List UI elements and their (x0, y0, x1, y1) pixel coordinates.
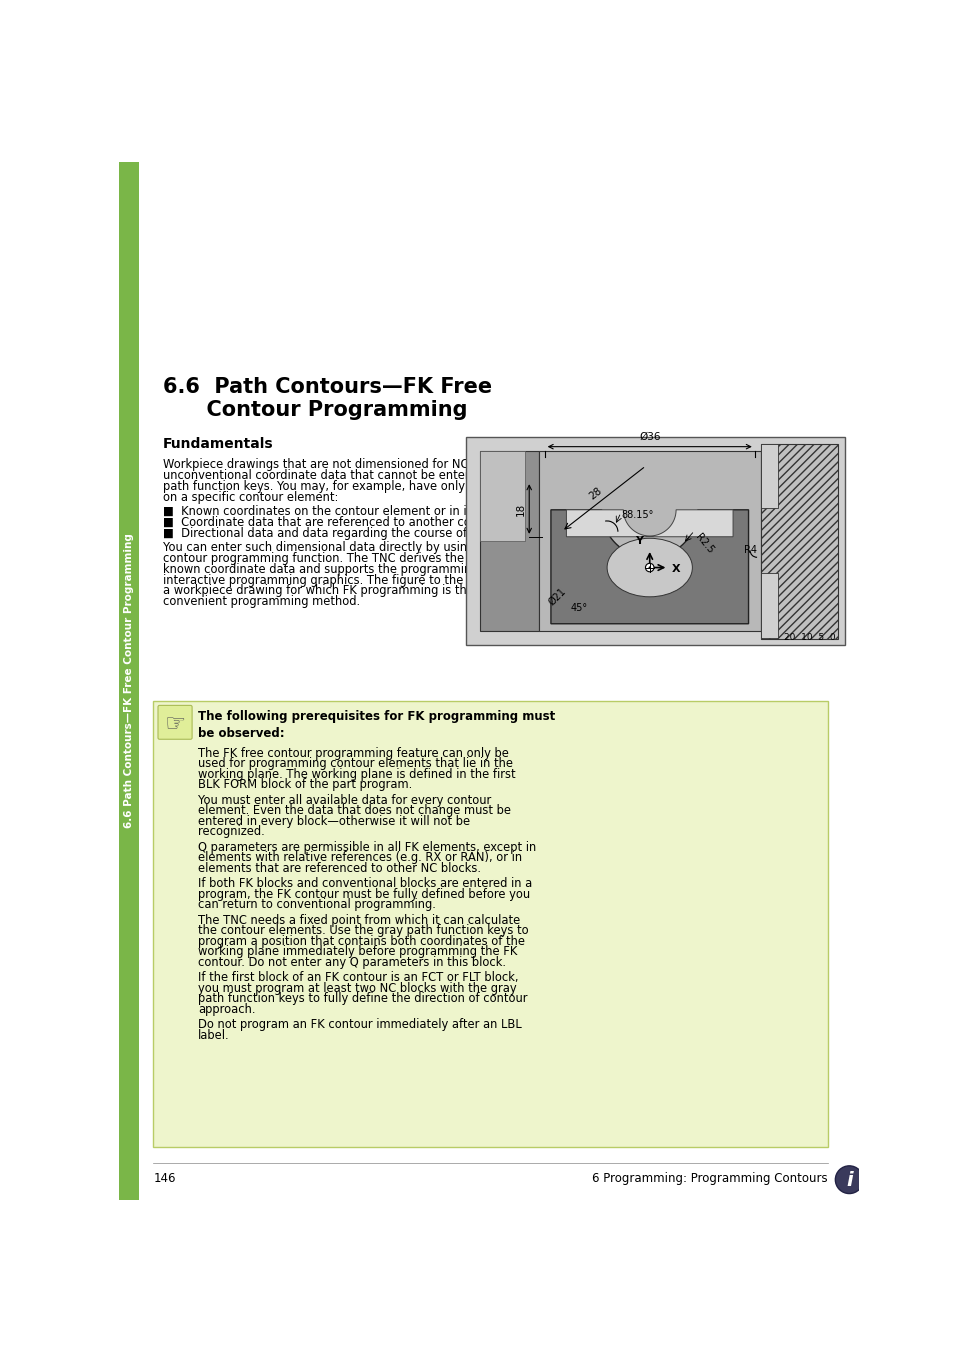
Text: can return to conventional programming.: can return to conventional programming. (198, 898, 436, 911)
Text: working plane immediately before programming the FK: working plane immediately before program… (198, 945, 517, 958)
Circle shape (645, 563, 654, 572)
Bar (760, 443, 838, 639)
Text: The FK free contour programming feature can only be: The FK free contour programming feature … (198, 747, 509, 760)
Text: i: i (845, 1171, 852, 1190)
Text: 88.15°: 88.15° (620, 510, 653, 520)
Text: unconventional coordinate data that cannot be entered with the gray: unconventional coordinate data that cann… (162, 469, 563, 483)
Text: Workpiece drawings that are not dimensioned for NC often contain: Workpiece drawings that are not dimensio… (162, 458, 548, 472)
Text: the contour elements. Use the gray path function keys to: the contour elements. Use the gray path … (198, 925, 528, 937)
Text: Do not program an FK contour immediately after an LBL: Do not program an FK contour immediately… (198, 1018, 521, 1031)
Text: R2.5: R2.5 (692, 532, 715, 555)
Polygon shape (550, 510, 748, 624)
Text: known coordinate data and supports the programming dialog with the: known coordinate data and supports the p… (162, 563, 567, 576)
Text: 18: 18 (516, 503, 525, 516)
FancyBboxPatch shape (158, 705, 192, 739)
Text: ■  Coordinate data that are referenced to another contour element: ■ Coordinate data that are referenced to… (162, 516, 552, 528)
Text: on a specific contour element:: on a specific contour element: (162, 491, 337, 504)
Bar (760, 573, 778, 638)
Bar (480, 452, 524, 542)
Text: Fundamentals: Fundamentals (162, 437, 273, 452)
Text: You must enter all available data for every contour: You must enter all available data for ev… (198, 794, 491, 807)
Text: program a position that contains both coordinates of the: program a position that contains both co… (198, 936, 525, 948)
Text: 20  10  5  0: 20 10 5 0 (783, 634, 835, 642)
Text: BLK FORM block of the part program.: BLK FORM block of the part program. (198, 778, 412, 791)
Text: X: X (671, 563, 679, 574)
Text: a workpiece drawing for which FK programming is the most: a workpiece drawing for which FK program… (162, 585, 505, 597)
Circle shape (648, 566, 650, 569)
Text: ☞: ☞ (164, 712, 186, 736)
Text: R4: R4 (742, 546, 756, 555)
Text: 6.6  Path Contours—FK Free: 6.6 Path Contours—FK Free (162, 377, 491, 398)
Text: You can enter such dimensional data directly by using the FK free: You can enter such dimensional data dire… (162, 542, 540, 554)
Text: elements that are referenced to other NC blocks.: elements that are referenced to other NC… (198, 861, 481, 875)
Bar (153, 701, 827, 1147)
Text: used for programming contour elements that lie in the: used for programming contour elements th… (198, 758, 513, 770)
Text: If both FK blocks and conventional blocks are entered in a: If both FK blocks and conventional block… (198, 878, 532, 891)
Text: element. Even the data that does not change must be: element. Even the data that does not cha… (198, 805, 511, 817)
Circle shape (835, 1166, 862, 1193)
Bar (480, 452, 537, 631)
Text: ■  Known coordinates on the contour element or in its proximity: ■ Known coordinates on the contour eleme… (162, 506, 534, 518)
Text: interactive programming graphics. The figure to the upper right shows: interactive programming graphics. The fi… (162, 574, 570, 586)
Text: 6 Programming: Programming Contours: 6 Programming: Programming Contours (592, 1171, 827, 1185)
Text: program, the FK contour must be fully defined before you: program, the FK contour must be fully de… (198, 888, 530, 900)
Text: The following prerequisites for FK programming must
be observed:: The following prerequisites for FK progr… (198, 710, 555, 740)
Bar (760, 443, 778, 508)
Text: 146: 146 (153, 1171, 175, 1185)
Text: Q parameters are permissible in all FK elements, except in: Q parameters are permissible in all FK e… (198, 841, 536, 853)
Text: contour. Do not enter any Q parameters in this block.: contour. Do not enter any Q parameters i… (198, 956, 506, 969)
Text: contour programming function. The TNC derives the contour from the: contour programming function. The TNC de… (162, 553, 564, 565)
Text: 45°: 45° (570, 604, 587, 613)
Text: Ø21: Ø21 (546, 586, 567, 608)
Text: recognized.: recognized. (198, 825, 265, 838)
Text: If the first block of an FK contour is an FCT or FLT block,: If the first block of an FK contour is a… (198, 972, 518, 984)
Text: path function keys. You may, for example, have only the following data: path function keys. You may, for example… (162, 480, 572, 493)
Text: convenient programming method.: convenient programming method. (162, 596, 359, 608)
Text: ■  Directional data and data regarding the course of the contour: ■ Directional data and data regarding th… (162, 527, 537, 539)
Text: Ø36: Ø36 (639, 433, 659, 442)
Text: working plane. The working plane is defined in the first: working plane. The working plane is defi… (198, 768, 516, 780)
Text: entered in every block—otherwise it will not be: entered in every block—otherwise it will… (198, 814, 470, 828)
Text: 28: 28 (587, 487, 604, 501)
Polygon shape (566, 510, 732, 537)
Bar (537, 452, 760, 631)
Text: you must program at least two NC blocks with the gray: you must program at least two NC blocks … (198, 981, 517, 995)
Ellipse shape (606, 538, 692, 597)
Text: The TNC needs a fixed point from which it can calculate: The TNC needs a fixed point from which i… (198, 914, 520, 927)
Text: path function keys to fully define the direction of contour: path function keys to fully define the d… (198, 992, 527, 1006)
Text: 6.6 Path Contours—FK Free Contour Programming: 6.6 Path Contours—FK Free Contour Progra… (124, 534, 134, 828)
Bar (119, 162, 139, 1200)
Text: Contour Programming: Contour Programming (162, 400, 467, 421)
Text: approach.: approach. (198, 1003, 255, 1015)
Text: Y: Y (635, 537, 643, 546)
Text: elements with relative references (e.g. RX or RAN), or in: elements with relative references (e.g. … (198, 852, 522, 864)
Bar (466, 437, 843, 646)
Text: label.: label. (198, 1029, 230, 1042)
